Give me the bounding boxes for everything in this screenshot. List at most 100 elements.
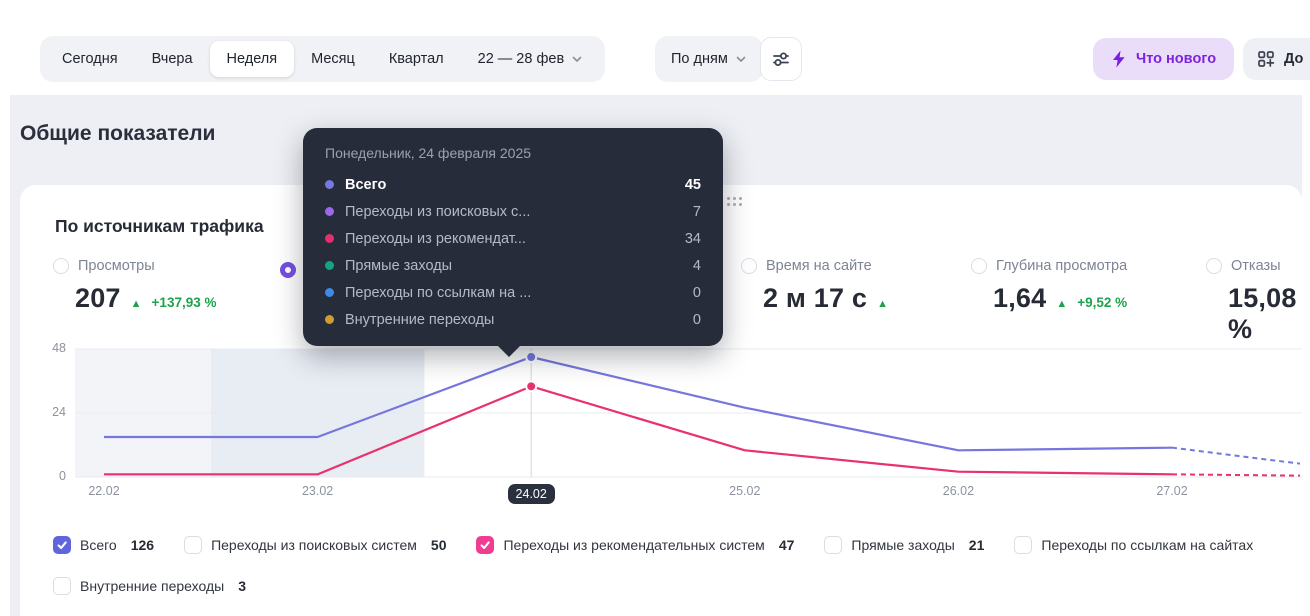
series-color-dot <box>325 315 334 324</box>
legend-item[interactable]: Переходы из рекомендательных систем 47 <box>476 536 794 554</box>
date-range-dropdown[interactable]: 22 — 28 фев <box>461 41 601 77</box>
x-tick-label: 24.02 <box>499 484 563 504</box>
card-drag-handle[interactable] <box>727 197 742 206</box>
top-toolbar: Сегодня Вчера Неделя Месяц Квартал 22 — … <box>0 0 1310 95</box>
metric-views: Просмотры 207 ▲ +137,93 % <box>53 258 216 314</box>
series-color-dot <box>325 234 334 243</box>
metric-time-radio[interactable] <box>741 258 757 274</box>
metric-bounce-label: Отказы <box>1231 258 1281 274</box>
legend-checkbox[interactable] <box>1014 536 1033 554</box>
series-line <box>104 385 1173 476</box>
legend-item[interactable]: Переходы по ссылкам на сайтах <box>1014 536 1253 554</box>
lightning-icon <box>1113 50 1125 68</box>
tab-yesterday[interactable]: Вчера <box>151 51 193 67</box>
series-forecast-dashed <box>1171 473 1301 477</box>
section-title: Общие показатели <box>20 122 216 145</box>
metric-depth-radio[interactable] <box>971 258 987 274</box>
widgets-label: До <box>1284 51 1304 67</box>
legend-item[interactable]: Внутренние переходы 3 <box>53 577 246 595</box>
data-point-marker <box>525 380 538 393</box>
granularity-value: По дням <box>671 51 728 67</box>
tooltip-row: Переходы по ссылкам на ... 0 <box>325 279 701 306</box>
legend-item[interactable]: Прямые заходы 21 <box>824 536 984 554</box>
metric-views-radio[interactable] <box>53 258 69 274</box>
whats-new-label: Что новoго <box>1136 51 1217 67</box>
tab-month[interactable]: Месяц <box>311 51 355 67</box>
chart-legend-row-1: Всего 126 Переходы из поисковых систем 50 Пе… <box>53 536 1310 554</box>
tab-week[interactable]: Неделя <box>209 41 295 77</box>
legend-label: Внутренние переходы <box>80 578 225 594</box>
metric-views-label: Просмотры <box>78 258 155 274</box>
tooltip-row-label: Прямые заходы <box>345 257 453 274</box>
y-tick-label: 0 <box>59 469 66 483</box>
legend-checkbox[interactable] <box>53 577 71 595</box>
sliders-icon <box>773 52 789 66</box>
check-icon <box>481 541 491 550</box>
whats-new-button[interactable]: Что новoго <box>1093 38 1235 80</box>
legend-checkbox[interactable] <box>824 536 843 554</box>
chart-legend-row-2: Внутренние переходы 3 <box>53 577 1310 595</box>
up-arrow-icon: ▲ <box>877 298 889 310</box>
series-line <box>104 355 1173 452</box>
highlighted-date-badge: 24.02 <box>507 484 555 504</box>
series-color-dot <box>325 288 334 297</box>
x-tick-label: 26.02 <box>942 484 975 498</box>
metric-depth-value: 1,64 <box>993 283 1047 313</box>
tooltip-row: Переходы из поисковых с... 7 <box>325 198 701 225</box>
metric-depth-delta: +9,52 % <box>1077 295 1128 310</box>
tab-today[interactable]: Сегодня <box>62 51 118 67</box>
x-tick-label: 25.02 <box>729 484 761 498</box>
tooltip-row-value: 7 <box>692 203 701 220</box>
legend-count: 47 <box>778 537 795 553</box>
x-tick-label: 22.02 <box>88 484 120 498</box>
tooltip-row-value: 0 <box>692 284 701 301</box>
legend-item[interactable]: Всего 126 <box>53 536 154 554</box>
chevron-down-icon <box>572 56 582 62</box>
legend-item[interactable]: Переходы из поисковых систем 50 <box>184 536 446 554</box>
legend-checkbox[interactable] <box>184 536 203 554</box>
metric-bounce: Отказы 15,08 % <box>1206 258 1310 345</box>
tooltip-row-value: 4 <box>692 257 701 274</box>
card-title: По источникам трафика <box>55 216 264 236</box>
date-range-segmented-control: Сегодня Вчера Неделя Месяц Квартал 22 — … <box>40 36 606 82</box>
legend-label: Всего <box>80 537 117 553</box>
legend-count: 50 <box>430 537 447 553</box>
legend-checkbox[interactable] <box>53 536 71 554</box>
tooltip-row: Всего 45 <box>325 171 701 198</box>
legend-count: 3 <box>238 578 246 594</box>
check-icon <box>57 541 67 550</box>
tab-quarter[interactable]: Квартал <box>388 51 444 67</box>
metric-time-label: Время на сайте <box>766 258 872 274</box>
tooltip-row-label: Внутренние переходы <box>345 311 495 328</box>
line-chart[interactable] <box>0 340 1310 485</box>
series-color-dot <box>325 180 334 189</box>
widgets-button[interactable]: До <box>1243 38 1310 80</box>
tooltip-row-value: 45 <box>684 176 701 193</box>
metric-views-delta: +137,93 % <box>151 295 217 310</box>
tooltip-row: Внутренние переходы 0 <box>325 306 701 333</box>
filters-button[interactable] <box>760 37 802 81</box>
granularity-dropdown[interactable]: По дням <box>655 36 763 82</box>
widgets-icon <box>1258 51 1275 67</box>
tooltip-row: Переходы из рекомендат... 34 <box>325 225 701 252</box>
up-arrow-icon: ▲ <box>1056 298 1068 310</box>
tooltip-date: Понедельник, 24 февраля 2025 <box>325 145 532 161</box>
chevron-down-icon <box>736 56 746 62</box>
tooltip-row: Прямые заходы 4 <box>325 252 701 279</box>
y-tick-label: 24 <box>52 405 66 419</box>
tooltip-row-label: Переходы из поисковых с... <box>345 203 531 220</box>
series-color-dot <box>325 207 334 216</box>
metric-bounce-value: 15,08 % <box>1228 283 1297 344</box>
tooltip-row-label: Переходы по ссылкам на ... <box>345 284 532 301</box>
data-point-marker <box>525 351 538 363</box>
legend-label: Переходы по ссылкам на сайтах <box>1041 537 1254 553</box>
legend-label: Переходы из поисковых систем <box>211 537 417 553</box>
metric-bounce-radio[interactable] <box>1206 258 1222 274</box>
tooltip-row-label: Всего <box>345 176 387 193</box>
tooltip-row-value: 34 <box>684 230 701 247</box>
series-color-dot <box>325 261 334 270</box>
metric-time-value: 2 м 17 с <box>763 283 868 313</box>
legend-checkbox[interactable] <box>476 536 495 554</box>
metric-visits-radio-selected[interactable] <box>280 262 296 278</box>
